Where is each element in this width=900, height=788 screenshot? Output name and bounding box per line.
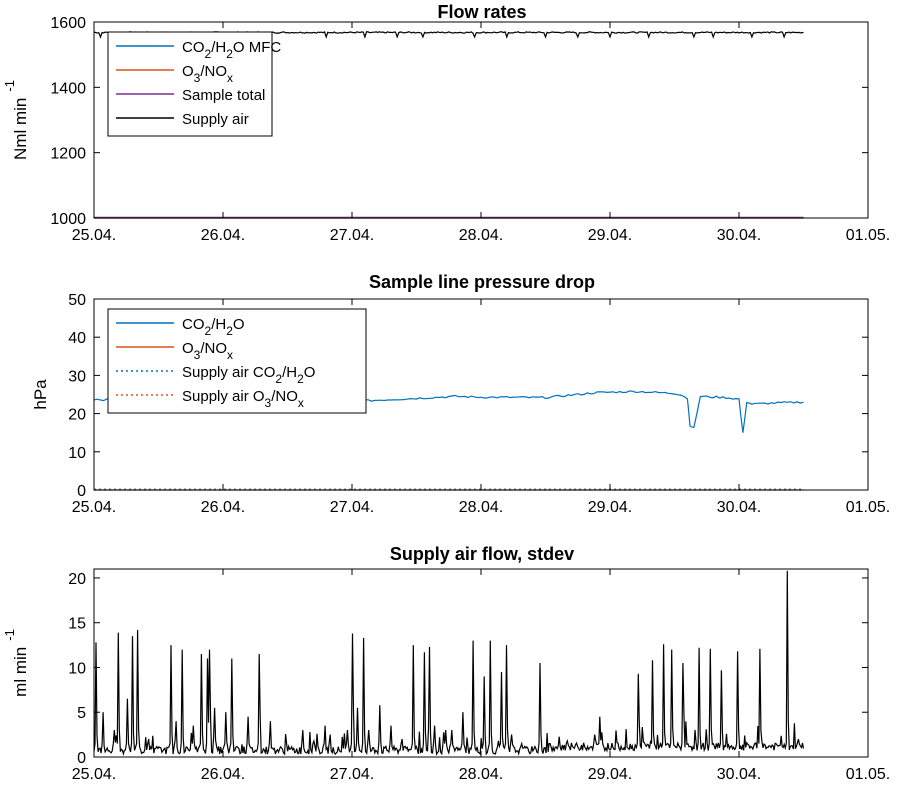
x-tick-label: 28.04. [459,499,503,516]
x-tick-label: 30.04. [717,499,761,516]
legend-label: CO2/H2O [182,316,245,338]
y-tick-label: 20 [68,571,86,588]
y-axis-label: hPa [31,379,50,410]
x-tick-label: 01.05. [846,227,890,244]
x-tick-label: 26.04. [201,766,245,783]
x-tick-label: 01.05. [846,499,890,516]
chart-sample-line-pressure-drop: Sample line pressure drop 25.04. 26.04. 27… [31,272,890,516]
y-tick-label: 5 [77,705,86,722]
chart-flow-rates: Flow rates 25.04. 26.04. 27.04. 28.04. 29.04… [2,2,890,244]
legend-label: Supply air [182,111,249,128]
legend-label: CO2/H2O MFC [182,39,281,61]
y-tick-label: 0 [77,750,86,767]
y-tick-label: 1200 [50,146,86,163]
chart-title: Supply air flow, stdev [390,544,574,564]
x-tick-label: 27.04. [330,227,374,244]
y-tick-label: 1400 [50,80,86,97]
legend-label: O3/NOx [182,63,233,85]
x-tick-label: 29.04. [588,227,632,244]
x-tick-label: 26.04. [201,227,245,244]
y-axis-label: Nml min-1 [2,80,30,160]
legend-label: Supply air CO2/H2O [182,364,315,386]
x-tick-label: 28.04. [459,227,503,244]
y-axis-label: ml min-1 [2,629,30,697]
x-tick-label: 29.04. [588,499,632,516]
x-tick-label: 25.04. [72,499,116,516]
x-tick-label: 28.04. [459,766,503,783]
y-tick-label: 40 [68,330,86,347]
x-tick-label: 27.04. [330,499,374,516]
x-tick-label: 25.04. [72,227,116,244]
x-tick-label: 25.04. [72,766,116,783]
x-tick-label: 30.04. [717,766,761,783]
x-tick-label: 26.04. [201,499,245,516]
chart-title: Flow rates [437,2,526,22]
y-tick-label: 30 [68,368,86,385]
y-tick-label: 0 [77,483,86,500]
legend-label: O3/NOx [182,340,233,362]
x-tick-label: 01.05. [846,766,890,783]
y-tick-label: 10 [68,660,86,677]
y-tick-label: 15 [68,616,86,633]
y-tick-label: 10 [68,445,86,462]
legend-label: Supply air O3/NOx [182,388,304,410]
series-line [93,570,805,757]
chart-supply-air-flow-stdev: Supply air flow, stdev 25.04. 26.04. 27.04… [2,544,890,783]
x-tick-label: 30.04. [717,227,761,244]
y-tick-label: 1600 [50,15,86,32]
legend-label: Sample total [182,87,265,104]
chart-title: Sample line pressure drop [369,272,595,292]
y-tick-label: 1000 [50,211,86,228]
y-tick-label: 50 [68,292,86,309]
x-tick-label: 27.04. [330,766,374,783]
y-tick-label: 20 [68,407,86,424]
x-tick-label: 29.04. [588,766,632,783]
